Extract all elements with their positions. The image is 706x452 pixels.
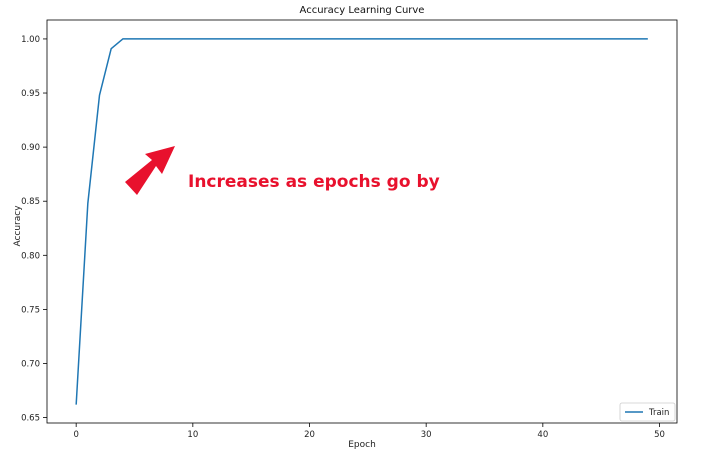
legend-label-train: Train: [648, 408, 669, 418]
x-tick-label-0: 0: [73, 430, 78, 440]
y-tick-label-0.65: 0.65: [21, 414, 40, 424]
legend: Train: [619, 402, 676, 422]
x-axis-label: Epoch: [348, 440, 376, 450]
x-tick-label-10: 10: [187, 430, 198, 440]
axes-frame: [46, 19, 678, 424]
x-tick-label-40: 40: [537, 430, 548, 440]
x-tick-label-50: 50: [654, 430, 665, 440]
y-tick-label-0.85: 0.85: [21, 197, 40, 207]
y-axis-label: Accuracy: [13, 205, 23, 247]
y-tick-label-0.80: 0.80: [21, 251, 40, 261]
series-line-train: [75, 38, 648, 405]
chart-title: Accuracy Learning Curve: [300, 5, 425, 16]
y-tick-label-1.00: 1.00: [21, 35, 40, 45]
annotation: Increases as epochs go by: [125, 146, 440, 195]
y-tick-label-0.90: 0.90: [21, 143, 40, 153]
annotation-text: Increases as epochs go by: [188, 172, 440, 192]
x-tick-label-30: 30: [421, 430, 432, 440]
y-tick-label-0.95: 0.95: [21, 89, 40, 99]
y-tick-label-0.75: 0.75: [21, 305, 40, 315]
legend-box: [619, 402, 676, 422]
plot-area: 0 10 20 30 40 50 0.65 0.70 0.75 0.80 0.85 0.90 0.95 1…: [21, 19, 678, 440]
x-tick-label-20: 20: [304, 430, 315, 440]
red-arrow-icon: [125, 146, 175, 195]
y-tick-label-0.70: 0.70: [21, 359, 40, 369]
